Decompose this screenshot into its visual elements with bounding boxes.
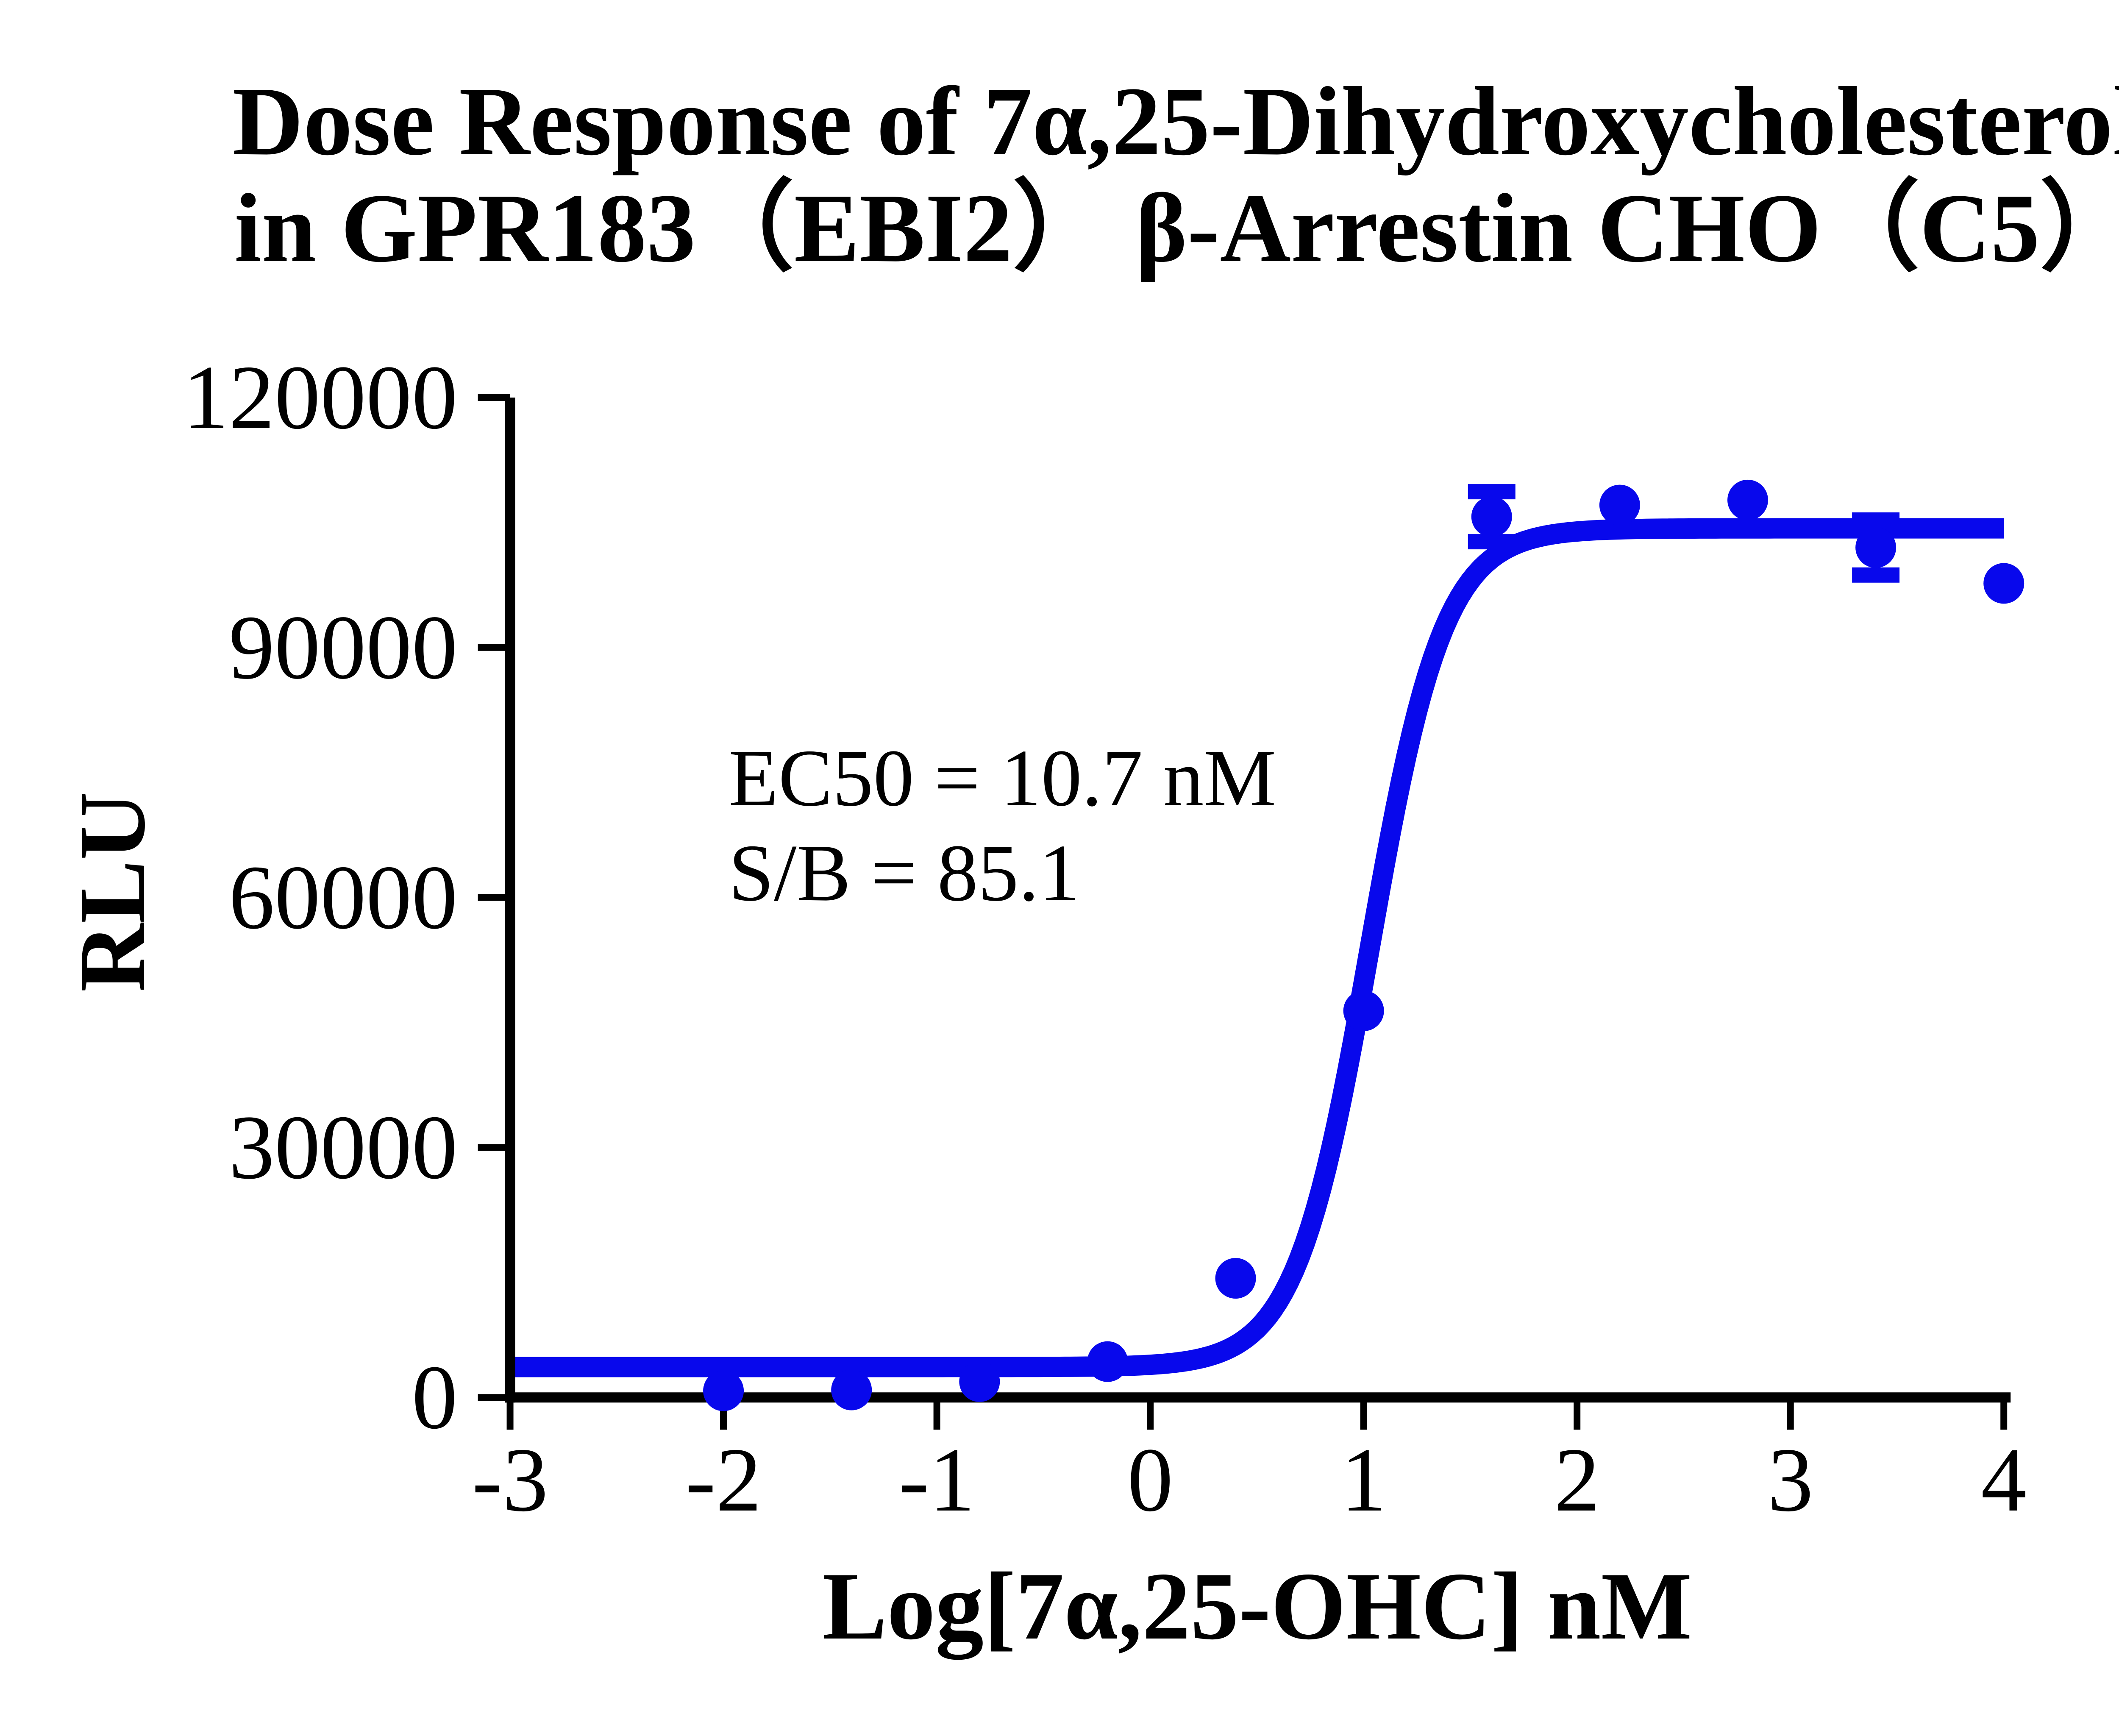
dose-response-curve [505, 518, 2009, 1377]
data-point [1599, 484, 1640, 526]
data-point [1983, 563, 2024, 604]
fit-curve [505, 518, 2009, 1377]
fit-annotation: EC50 = 10.7 nM S/B = 85.1 [729, 732, 1276, 922]
y-axis-title: RLU [61, 791, 166, 992]
data-point [831, 1369, 872, 1410]
x-tick-label: -2 [685, 1429, 762, 1530]
y-tick-label: 60000 [229, 847, 458, 948]
x-tick-label: 0 [1127, 1429, 1173, 1530]
y-tick-label: 0 [412, 1347, 458, 1448]
sb-annotation: S/B = 85.1 [729, 829, 1080, 919]
data-point [1343, 990, 1384, 1031]
data-point [1855, 527, 1897, 568]
y-axis-tick-labels: 0 30000 60000 90000 120000 [183, 347, 458, 1448]
y-tick-label: 120000 [183, 347, 458, 448]
data-point [1471, 496, 1512, 537]
data-point [959, 1361, 1000, 1402]
y-tick-label: 90000 [229, 597, 458, 698]
data-point [1727, 479, 1768, 520]
y-axis-ticks [478, 394, 510, 1401]
x-tick-label: -3 [472, 1429, 548, 1530]
ec50-annotation: EC50 = 10.7 nM [729, 734, 1276, 824]
x-tick-label: 2 [1554, 1429, 1600, 1530]
x-tick-label: 3 [1768, 1429, 1813, 1530]
data-point [1215, 1258, 1256, 1299]
data-point [1087, 1341, 1128, 1382]
y-tick-label: 30000 [229, 1096, 458, 1198]
chart-title-line2: in GPR183（EBI2） β-Arrestin CHO（C5） [234, 173, 2119, 283]
chart-title: Dose Response of 7α,25-Dihydroxycholeste… [0, 68, 2119, 281]
x-tick-label: 4 [1981, 1429, 2027, 1530]
axes [505, 398, 2011, 1403]
x-tick-label: 1 [1341, 1429, 1387, 1530]
x-axis-tick-labels: -3 -2 -1 0 1 2 3 4 [472, 1429, 2027, 1530]
x-tick-label: -1 [899, 1429, 975, 1530]
chart-title-line1: Dose Response of 7α,25-Dihydroxycholeste… [232, 66, 2119, 176]
data-point [703, 1370, 744, 1411]
x-axis-title: Log[7α,25-OHC] nM [823, 1554, 1692, 1661]
data-points [703, 479, 2024, 1411]
